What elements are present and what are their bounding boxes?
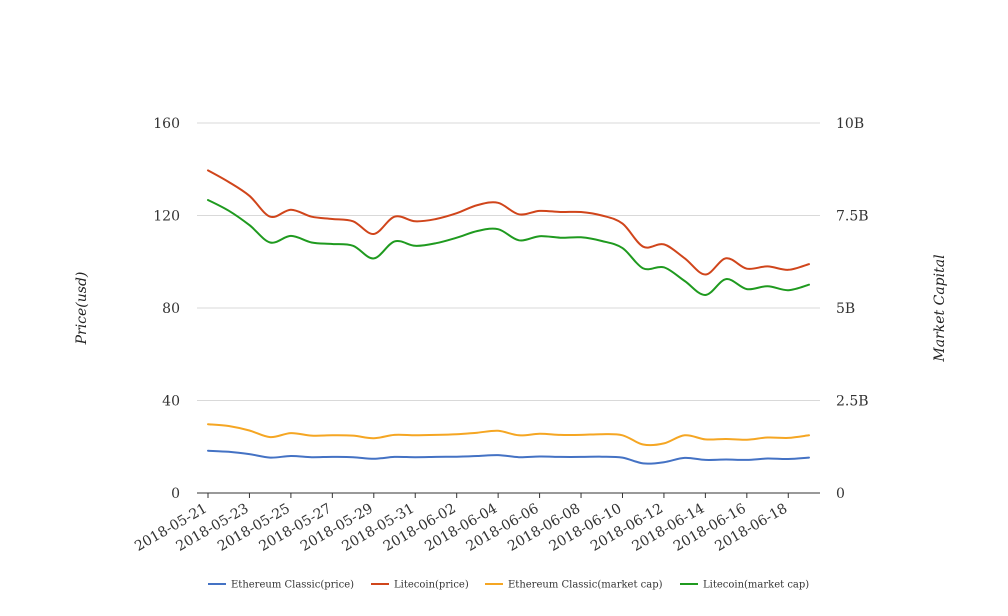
y-tick-label: 80 [162, 301, 180, 317]
y-axis-ticks: 0 40 80 120 160 [153, 116, 180, 502]
legend-label: Litecoin(market cap) [703, 580, 809, 591]
y2-axis-title: Market Capital [932, 254, 948, 362]
series-line-ethereum-classic-price [207, 449, 810, 465]
y2-tick-label: 10B [836, 116, 864, 132]
gridlines [197, 122, 820, 401]
y2-tick-label: 7.5B [836, 209, 869, 225]
y-tick-label: 0 [171, 486, 180, 502]
legend-label: Ethereum Classic(price) [231, 580, 354, 591]
y-tick-label: 120 [153, 209, 180, 225]
y-axis-title: Price(usd) [74, 272, 90, 346]
y-tick-label: 40 [162, 394, 180, 410]
y-tick-label: 160 [153, 116, 180, 132]
x-axis-ticks: 2018-05-212018-05-232018-05-252018-05-27… [132, 493, 790, 555]
legend-label: Ethereum Classic(market cap) [508, 580, 663, 591]
series-line-litecoin-market-cap [207, 199, 810, 296]
y2-tick-label: 0 [836, 486, 845, 502]
legend-label: Litecoin(price) [394, 580, 469, 591]
series-line-ethereum-classic-market-cap [207, 423, 810, 447]
legend: Ethereum Classic(price) Litecoin(price) Et… [208, 580, 809, 591]
y2-axis-ticks: 0 2.5B 5B 7.5B 10B [836, 116, 869, 502]
series-lines [207, 169, 810, 465]
y2-tick-label: 2.5B [836, 394, 869, 410]
series-line-litecoin-price [207, 169, 810, 276]
y2-tick-label: 5B [836, 301, 855, 317]
